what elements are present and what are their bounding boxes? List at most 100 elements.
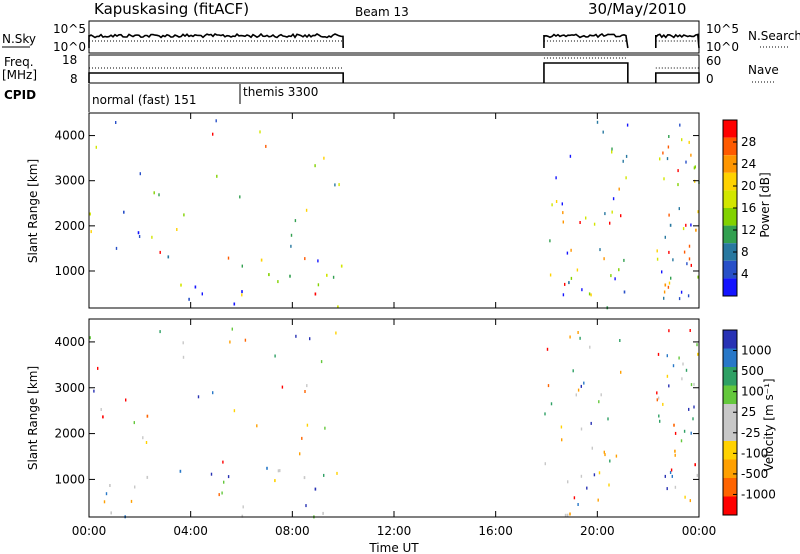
nsky-traces [88, 32, 700, 49]
range-cell [547, 384, 550, 388]
range-cell [593, 222, 596, 226]
range-cell [697, 275, 699, 279]
range-cell [674, 449, 676, 453]
range-cell [690, 431, 692, 435]
range-cell [212, 132, 214, 136]
range-tick-label: 3000 [54, 174, 85, 188]
velocity-scatter [89, 327, 699, 519]
range-cell [320, 360, 323, 364]
range-cell [179, 469, 182, 473]
range-cell [306, 384, 308, 388]
range-cell [137, 231, 140, 235]
range-cell [674, 431, 677, 435]
range-cell [618, 187, 620, 191]
colorbar-tick-label: 28 [741, 135, 756, 149]
range-cell [586, 486, 588, 490]
range-cell [314, 487, 317, 491]
range-cell [322, 511, 324, 515]
range-cell [604, 453, 606, 457]
range-cell [549, 239, 551, 243]
power-yaxis: 4000 3000 2000 1000 [54, 129, 699, 278]
range-cell [159, 250, 161, 254]
range-cell [110, 511, 112, 515]
colorbar-tick-label: 500 [741, 364, 764, 378]
nsky-label: N.Sky [2, 32, 36, 46]
range-cell [229, 340, 231, 344]
colorbar-swatch [723, 348, 737, 367]
range-cell [678, 207, 680, 211]
range-cell [274, 479, 276, 483]
range-cell [596, 120, 599, 124]
range-cell [323, 473, 325, 477]
range-cell [221, 491, 223, 495]
range-cell [290, 233, 293, 237]
range-cell [690, 223, 692, 227]
colorbar-swatch [723, 155, 737, 173]
range-cell [570, 248, 572, 252]
range-cell [656, 257, 659, 261]
range-cell [241, 290, 243, 294]
time-tick-label: 20:00 [580, 524, 615, 538]
range-cell [672, 258, 674, 262]
range-cell [669, 223, 672, 227]
range-cell [674, 453, 676, 457]
range-cell [130, 499, 133, 503]
range-cell [561, 438, 563, 442]
range-cell [682, 362, 684, 366]
range-cell [690, 263, 692, 267]
time-tick-label: 16:00 [478, 524, 513, 538]
nsky-tick-top: 10^5 [53, 22, 86, 36]
range-cell [657, 396, 660, 400]
range-cell [668, 281, 671, 285]
range-cell [604, 212, 606, 216]
range-cell [555, 176, 557, 180]
range-cell [212, 391, 214, 395]
time-tick-label: 04:00 [173, 524, 208, 538]
range-cell [304, 257, 306, 261]
range-cell [549, 273, 552, 277]
colorbar-tick-label: -1000 [741, 487, 776, 501]
colorbar-swatch [723, 190, 737, 208]
range-cell [689, 499, 691, 503]
range-cell [607, 417, 609, 421]
range-cell [572, 369, 574, 373]
range-cell [544, 412, 546, 416]
range-cell [671, 474, 673, 478]
colorbar-tick-label: 20 [741, 179, 756, 193]
colorbar-tick-label: 12 [741, 223, 756, 237]
colorbar-swatch [723, 422, 737, 441]
range-cell [210, 472, 213, 476]
nsky-tick-bottom: 10^0 [53, 40, 86, 54]
range-tick-label: 1000 [54, 264, 85, 278]
velocity-panel: 4000 3000 2000 1000 Slant Range [km] 1000 50… [26, 318, 776, 519]
range-cell [340, 264, 343, 268]
range-tick-label: 4000 [54, 335, 85, 349]
range-cell [585, 216, 587, 220]
range-cell [588, 292, 591, 296]
colorbar-swatch [723, 120, 737, 138]
range-cell [167, 255, 170, 259]
range-cell [688, 407, 690, 411]
power-ylabel: Slant Range [km] [26, 159, 40, 263]
range-cell [564, 282, 566, 286]
range-cell [176, 228, 178, 231]
range-cell [323, 156, 325, 160]
colorbar-swatch [723, 441, 737, 460]
range-cell [182, 355, 185, 359]
range-cell [289, 274, 291, 278]
range-cell [567, 480, 569, 484]
station-title: Kapuskasing (fitACF) [94, 0, 249, 18]
range-cell [577, 503, 579, 506]
range-cell [622, 159, 624, 163]
range-cell [314, 292, 317, 296]
range-cell [259, 130, 261, 134]
range-cell [579, 336, 581, 340]
range-cell [134, 485, 136, 489]
range-cell [97, 366, 99, 370]
time-tick-label: 00:00 [682, 524, 717, 538]
range-cell [593, 473, 596, 477]
colorbar-tick-label: 24 [741, 157, 756, 171]
range-cell [337, 305, 339, 309]
range-cell [663, 177, 665, 181]
